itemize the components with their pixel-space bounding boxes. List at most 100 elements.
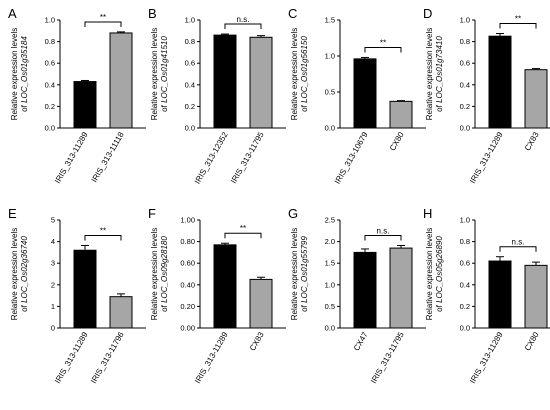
significance-label: n.s. bbox=[237, 15, 250, 24]
category-label: IRIS_313-12352 bbox=[193, 130, 230, 185]
y-tick-label: 0.8 bbox=[185, 37, 195, 46]
category-label: IRIS_313-11796 bbox=[89, 330, 126, 385]
y-tick-label: 1 bbox=[51, 302, 55, 311]
bar-1 bbox=[488, 35, 512, 129]
bar-1 bbox=[213, 244, 237, 329]
category-label: IRIS_313-11289 bbox=[468, 330, 505, 385]
significance-bracket bbox=[84, 234, 122, 241]
y-axis-label: Relative expression levels bbox=[290, 228, 299, 321]
y-tick-label: 0.40 bbox=[180, 280, 195, 289]
y-tick-label: 1.5 bbox=[325, 259, 335, 268]
panel-a: A 0.0 0.2 0.4 0.6 0.8 1.0 Relative expression l… bbox=[8, 6, 146, 185]
bar-2 bbox=[249, 278, 273, 329]
y-axis-label-gene: of LOC_Os02g36740 bbox=[20, 236, 29, 312]
significance-label: n.s. bbox=[377, 226, 390, 235]
y-tick-label: 0.4 bbox=[45, 80, 55, 89]
panel-letter: B bbox=[148, 6, 157, 21]
panel-c: C 0.0 0.5 1.0 1.5 Relative expression levels o… bbox=[288, 6, 426, 185]
y-axis-label: Relative expression levels bbox=[150, 228, 159, 321]
y-axis-label-gene: of LOC_Os01g73410 bbox=[435, 36, 444, 112]
y-tick-label: 0.6 bbox=[45, 59, 55, 68]
y-axis-label: Relative expression levels bbox=[10, 28, 19, 121]
y-tick-label: 0.2 bbox=[185, 102, 195, 111]
category-label: IRIS_313-11289 bbox=[53, 130, 90, 185]
y-tick-label: 0.4 bbox=[185, 80, 195, 89]
category-label: IRIS_313-11289 bbox=[468, 130, 505, 185]
panel-letter: E bbox=[8, 206, 17, 221]
y-tick-label: 3 bbox=[51, 259, 55, 268]
significance-bracket bbox=[84, 21, 122, 27]
significance-label: ** bbox=[515, 15, 521, 24]
y-tick-label: 0.0 bbox=[45, 124, 55, 133]
category-label: IRIS_313-11795 bbox=[369, 330, 406, 385]
bar-1 bbox=[213, 34, 237, 129]
bar-1 bbox=[353, 251, 377, 329]
y-tick-label: 0.6 bbox=[460, 59, 470, 68]
panel-e: E 0 1 2 3 4 5 Relative expression levels of LOC_… bbox=[8, 206, 146, 385]
y-axis-label-gene: of LOC_Os05g26890 bbox=[435, 236, 444, 312]
y-tick-label: 1.0 bbox=[460, 216, 470, 225]
category-label: CX47 bbox=[352, 330, 370, 352]
category-label: IRIS_313-11289 bbox=[193, 330, 230, 385]
panel-h: H 0.0 0.2 0.4 0.6 0.8 1.0 Relative expression l… bbox=[423, 206, 550, 385]
category-label: CX80 bbox=[388, 130, 406, 152]
significance-label: ** bbox=[380, 38, 386, 47]
panel-b: B 0.0 0.2 0.4 0.6 0.8 1.0 Relative expression l… bbox=[148, 6, 286, 185]
significance-bracket bbox=[364, 46, 402, 53]
bar-2 bbox=[109, 32, 133, 129]
y-tick-label: 0.0 bbox=[325, 324, 335, 333]
panel-letter: A bbox=[8, 6, 17, 21]
y-tick-label: 0.4 bbox=[460, 80, 470, 89]
category-label: IRIS_313-11289 bbox=[53, 330, 90, 385]
y-axis-label-gene: of LOC_Os01g55799 bbox=[300, 236, 309, 312]
y-tick-label: 0.8 bbox=[45, 37, 55, 46]
y-tick-label: 1.0 bbox=[45, 16, 55, 25]
y-tick-label: 0.6 bbox=[460, 259, 470, 268]
panel-d: D 0.0 0.2 0.4 0.6 0.8 1.0 Relative expression l… bbox=[423, 6, 550, 185]
y-tick-label: 0.20 bbox=[180, 302, 195, 311]
bar-1 bbox=[488, 260, 512, 329]
category-label: IRIS_313-10679 bbox=[333, 130, 370, 185]
bar-1 bbox=[353, 58, 377, 129]
y-tick-label: 0.2 bbox=[460, 302, 470, 311]
y-tick-label: 0.2 bbox=[460, 102, 470, 111]
y-axis-label-gene: of LOC_Os09g28180 bbox=[160, 236, 169, 312]
y-tick-label: 1.0 bbox=[460, 16, 470, 25]
y-tick-label: 0.8 bbox=[460, 237, 470, 246]
y-axis-label: Relative expression levels bbox=[290, 28, 299, 121]
y-axis-label: Relative expression levels bbox=[425, 28, 434, 121]
y-tick-label: 0.0 bbox=[325, 124, 335, 133]
y-tick-label: 0.2 bbox=[45, 102, 55, 111]
significance-bracket bbox=[499, 23, 537, 29]
significance-label: ** bbox=[240, 224, 246, 233]
bar-1 bbox=[73, 81, 97, 129]
y-axis-label-gene: of LOC_Os01g56150 bbox=[300, 36, 309, 112]
y-tick-label: 0.8 bbox=[460, 37, 470, 46]
bar-2 bbox=[389, 100, 413, 129]
y-axis-label-gene: of LOC_Os01g35184 bbox=[20, 36, 29, 112]
y-tick-label: 2 bbox=[51, 280, 55, 289]
panel-letter: C bbox=[288, 6, 297, 21]
panel-g: G 0.0 0.5 1.0 1.5 2.0 2.5 Relative expression l… bbox=[288, 206, 426, 385]
y-axis-label: Relative expression levels bbox=[425, 228, 434, 321]
panel-letter: F bbox=[148, 206, 156, 221]
y-tick-label: 0.80 bbox=[180, 237, 195, 246]
y-tick-label: 1.5 bbox=[325, 16, 335, 25]
significance-label: ** bbox=[100, 13, 106, 22]
y-tick-label: 1.0 bbox=[185, 16, 195, 25]
y-tick-label: 0.6 bbox=[185, 59, 195, 68]
significance-bracket bbox=[224, 23, 262, 30]
y-tick-label: 0.00 bbox=[180, 324, 195, 333]
category-label: CX83 bbox=[523, 130, 541, 152]
y-tick-label: 1.0 bbox=[325, 52, 335, 61]
y-axis-label: Relative expression levels bbox=[10, 228, 19, 321]
significance-bracket bbox=[224, 232, 262, 239]
y-tick-label: 0 bbox=[51, 324, 55, 333]
panel-f: F 0.00 0.20 0.40 0.60 0.80 1.00 Relative expres… bbox=[148, 206, 286, 385]
y-tick-label: 0.60 bbox=[180, 259, 195, 268]
panel-letter: D bbox=[423, 6, 432, 21]
y-tick-label: 4 bbox=[51, 237, 55, 246]
category-label: IRIS_313-11795 bbox=[229, 130, 266, 185]
bar-1 bbox=[73, 249, 97, 329]
category-label: CX83 bbox=[248, 330, 266, 352]
